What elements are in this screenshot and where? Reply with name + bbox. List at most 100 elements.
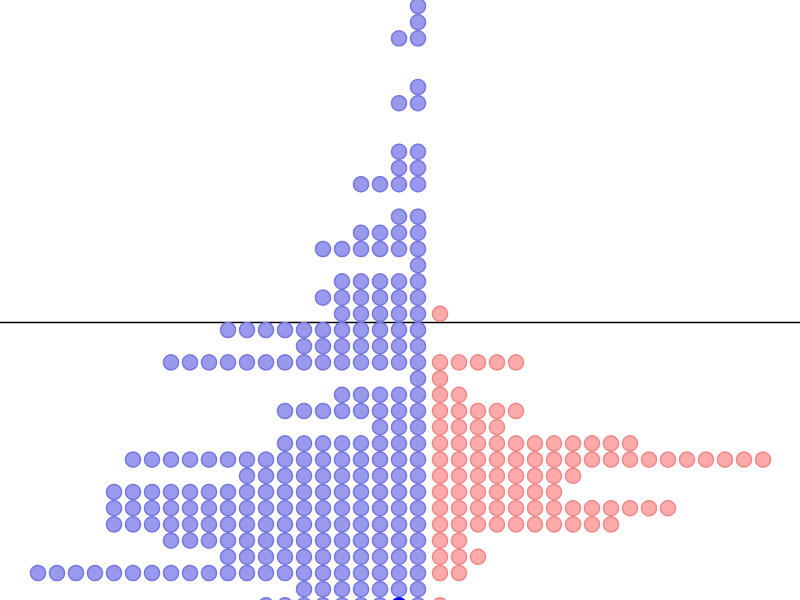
right-dot (452, 549, 467, 564)
left-dot (392, 566, 407, 581)
right-dot (509, 355, 524, 370)
left-dot (373, 485, 388, 500)
left-dot (373, 517, 388, 532)
left-dot (392, 290, 407, 305)
left-dot (411, 258, 426, 273)
right-dot (566, 468, 581, 483)
right-dot (433, 436, 448, 451)
left-dot (50, 566, 65, 581)
left-dot (373, 501, 388, 516)
left-dot (145, 517, 160, 532)
left-dot (126, 517, 141, 532)
left-dot (316, 436, 331, 451)
left-dot (278, 533, 293, 548)
left-dot (392, 161, 407, 176)
left-dot (392, 468, 407, 483)
left-dot (221, 549, 236, 564)
right-dot (566, 452, 581, 467)
left-dot (354, 452, 369, 467)
right-dot (509, 452, 524, 467)
left-dot (126, 485, 141, 500)
left-dot (411, 0, 426, 14)
left-dot (411, 339, 426, 354)
left-dot (297, 533, 312, 548)
right-dot (452, 501, 467, 516)
left-dot (392, 501, 407, 516)
left-dot (278, 566, 293, 581)
right-dot (471, 549, 486, 564)
right-dot (452, 517, 467, 532)
left-dot (183, 501, 198, 516)
right-dot (452, 452, 467, 467)
left-dot (297, 582, 312, 597)
left-dot (392, 96, 407, 111)
right-dot (433, 501, 448, 516)
right-dot (718, 452, 733, 467)
left-dot (411, 420, 426, 435)
left-dot (278, 323, 293, 338)
left-dot (164, 533, 179, 548)
right-dot (452, 533, 467, 548)
left-dot (297, 436, 312, 451)
right-dot (471, 436, 486, 451)
left-dot (335, 452, 350, 467)
left-dot (354, 355, 369, 370)
left-dot (392, 517, 407, 532)
left-dot (183, 452, 198, 467)
right-dot (433, 355, 448, 370)
left-dot (297, 339, 312, 354)
left-dot (278, 517, 293, 532)
left-dot (259, 549, 274, 564)
left-dot (221, 533, 236, 548)
left-dot (335, 339, 350, 354)
left-dot (373, 242, 388, 257)
left-dot (278, 436, 293, 451)
right-dot (604, 517, 619, 532)
left-dot (411, 566, 426, 581)
left-dot (335, 501, 350, 516)
right-dot (528, 501, 543, 516)
right-dot (547, 436, 562, 451)
left-dot (164, 452, 179, 467)
left-dot (411, 290, 426, 305)
left-dot (392, 177, 407, 192)
left-dot (240, 323, 255, 338)
left-dot (259, 468, 274, 483)
left-dot (392, 225, 407, 240)
left-dot (411, 501, 426, 516)
left-dot (373, 225, 388, 240)
left-dot (392, 144, 407, 159)
right-dot (452, 566, 467, 581)
left-dot (145, 485, 160, 500)
left-dot (354, 323, 369, 338)
left-dot (354, 177, 369, 192)
left-dot (411, 549, 426, 564)
right-dot (566, 501, 581, 516)
right-dot (471, 355, 486, 370)
right-dot (471, 468, 486, 483)
right-dot (509, 468, 524, 483)
left-dot (297, 517, 312, 532)
right-dot (433, 468, 448, 483)
left-dot (316, 517, 331, 532)
left-dot (316, 566, 331, 581)
left-dot (164, 485, 179, 500)
left-dot (392, 404, 407, 419)
left-dot (145, 452, 160, 467)
left-dot (183, 517, 198, 532)
left-dot (164, 517, 179, 532)
left-dot (373, 436, 388, 451)
left-dot (392, 549, 407, 564)
left-dot (411, 96, 426, 111)
left-dot (297, 468, 312, 483)
left-dot (373, 549, 388, 564)
left-dot (354, 387, 369, 402)
left-dot (335, 517, 350, 532)
left-dot (316, 404, 331, 419)
right-dot (433, 517, 448, 532)
left-dot (88, 566, 103, 581)
left-dot (392, 306, 407, 321)
left-dot (164, 566, 179, 581)
left-dot (354, 517, 369, 532)
right-dot (490, 436, 505, 451)
